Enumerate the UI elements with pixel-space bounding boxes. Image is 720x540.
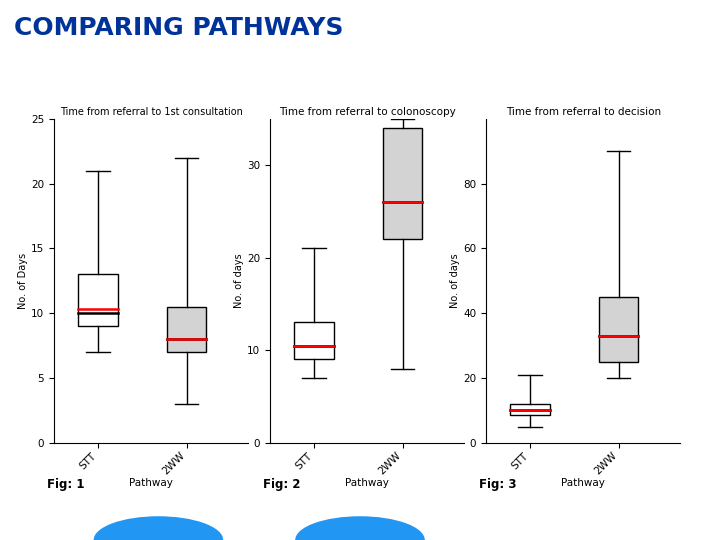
Y-axis label: No. of days: No. of days: [235, 253, 244, 308]
Text: Fig: 3: Fig: 3: [479, 478, 516, 491]
Text: Fig: 2: Fig: 2: [263, 478, 300, 491]
Text: Fig: 1: Fig: 1: [47, 478, 84, 491]
Bar: [294, 322, 334, 360]
Bar: [166, 307, 207, 352]
X-axis label: Pathway: Pathway: [130, 478, 173, 488]
Bar: [598, 297, 639, 362]
Title: Time from referral to colonoscopy: Time from referral to colonoscopy: [279, 106, 456, 117]
Bar: [78, 274, 118, 326]
Ellipse shape: [94, 516, 223, 540]
Text: COMPARING PATHWAYS: COMPARING PATHWAYS: [14, 16, 344, 40]
Bar: [382, 128, 423, 239]
Bar: [510, 404, 550, 415]
Y-axis label: No. of days: No. of days: [451, 253, 460, 308]
Title: Time from referral to decision: Time from referral to decision: [505, 106, 661, 117]
Y-axis label: No. of Days: No. of Days: [18, 253, 28, 309]
Title: Time from referral to 1st consultation: Time from referral to 1st consultation: [60, 106, 243, 117]
Ellipse shape: [295, 516, 425, 540]
X-axis label: Pathway: Pathway: [346, 478, 389, 488]
X-axis label: Pathway: Pathway: [562, 478, 605, 488]
